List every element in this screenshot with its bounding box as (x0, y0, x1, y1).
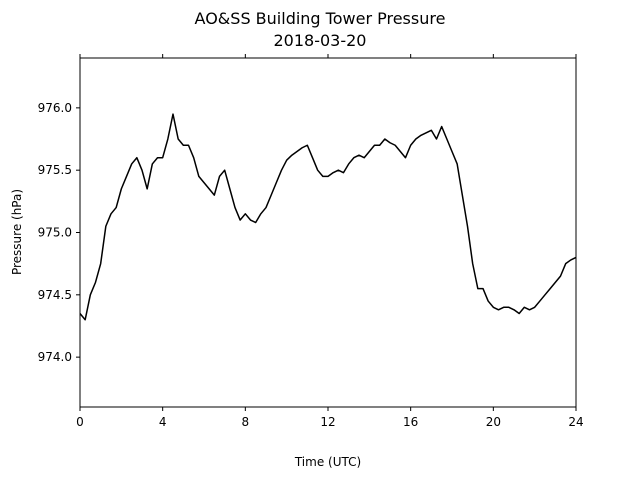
y-axis: 974.0 974.5 975.0 975.5 976.0 (38, 101, 80, 364)
pressure-series-line (79, 113, 577, 321)
y-tick-label: 974.0 (38, 350, 72, 364)
x-tick-label: 0 (76, 415, 84, 429)
y-tick-label: 976.0 (38, 101, 72, 115)
y-tick-label: 975.0 (38, 226, 72, 240)
y-tick-label: 975.5 (38, 163, 72, 177)
y-axis-label: Pressure (hPa) (10, 189, 24, 275)
x-tick-label: 12 (320, 415, 335, 429)
plot-frame (79, 57, 577, 408)
x-axis: 0 4 8 12 16 20 24 (76, 54, 584, 429)
x-tick-label: 24 (568, 415, 583, 429)
x-axis-label: Time (UTC) (294, 455, 361, 469)
chart-subtitle: 2018-03-20 (274, 31, 367, 50)
x-tick-label: 20 (486, 415, 501, 429)
x-tick-label: 8 (242, 415, 250, 429)
x-tick-label: 16 (403, 415, 418, 429)
y-tick-label: 974.5 (38, 288, 72, 302)
plot-area (79, 113, 577, 321)
chart-title: AO&SS Building Tower Pressure (195, 9, 446, 28)
x-tick-label: 4 (159, 415, 167, 429)
